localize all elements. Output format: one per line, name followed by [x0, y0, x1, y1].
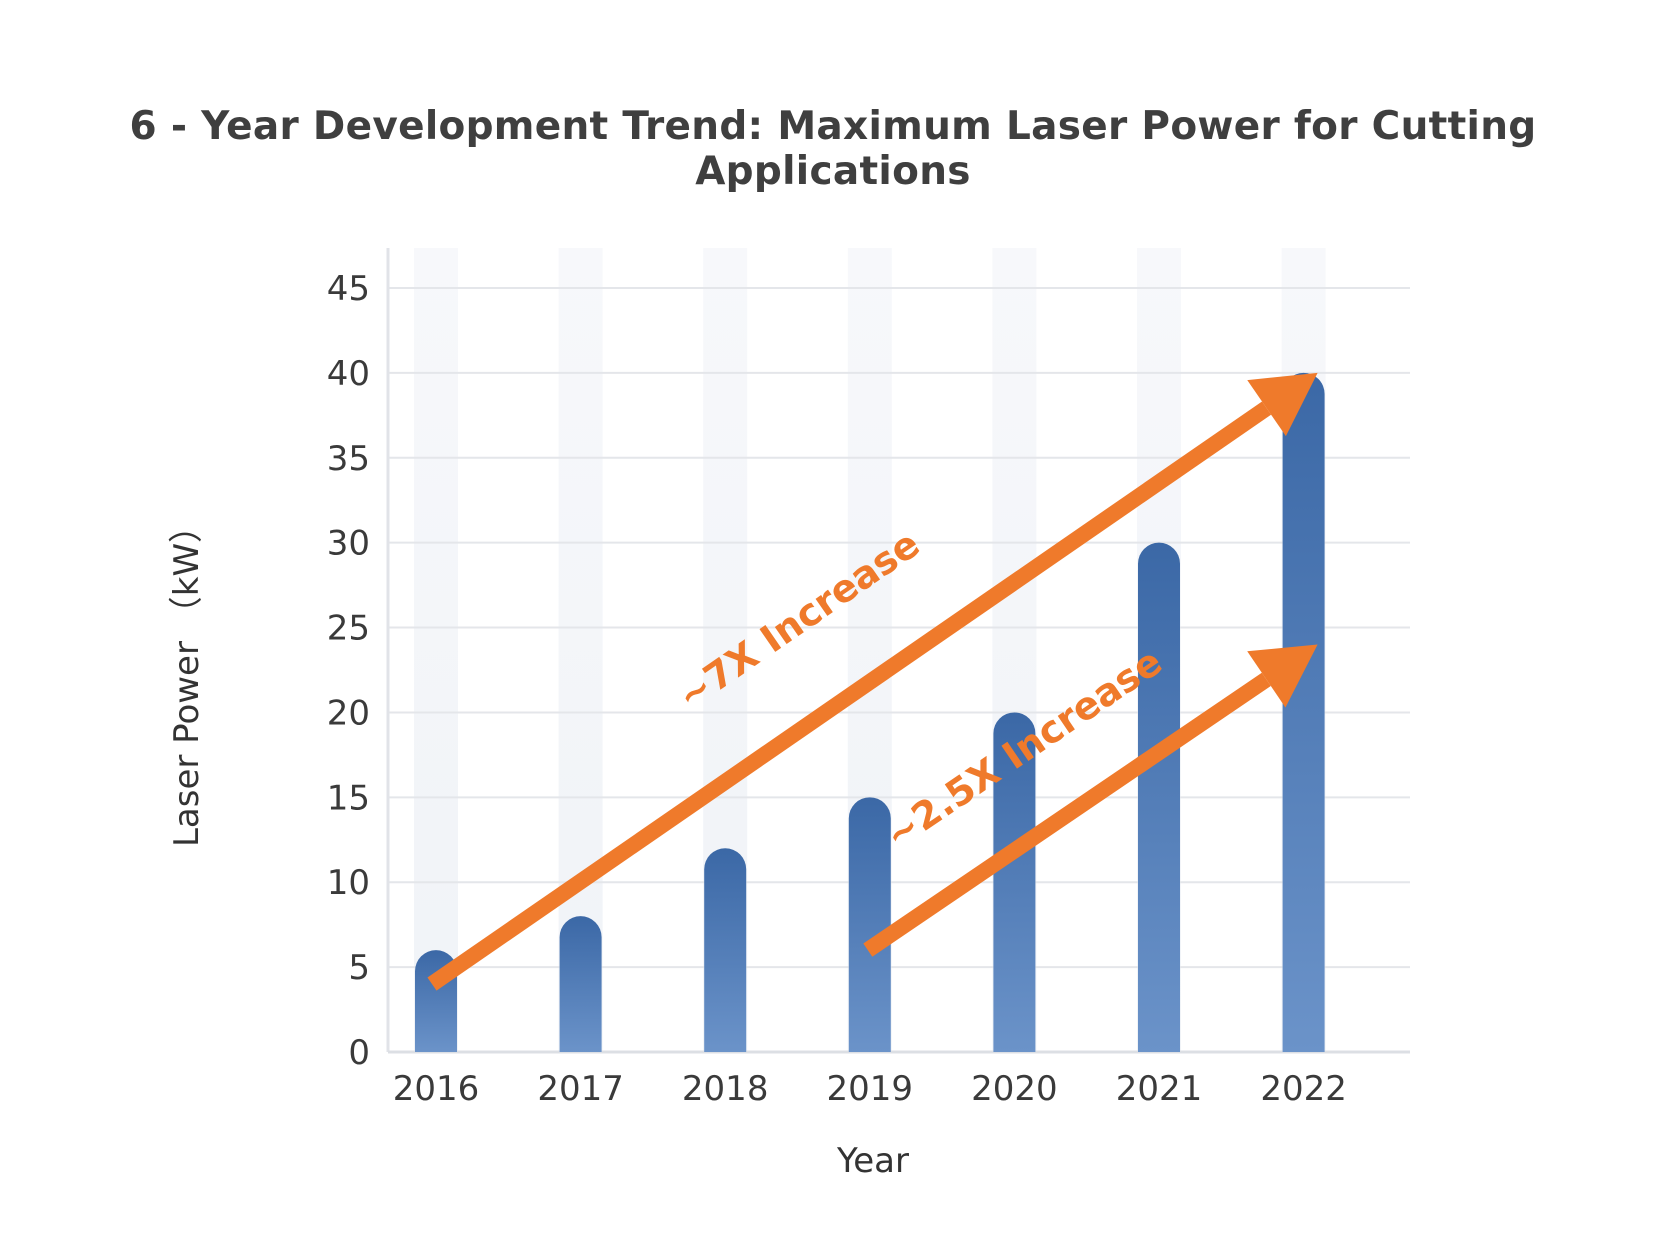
y-tick-label: 5 [348, 948, 370, 988]
y-tick-label: 40 [327, 354, 370, 394]
chart-title: 6 - Year Development Trend: Maximum Lase… [129, 104, 1537, 194]
y-tick-label: 30 [327, 524, 370, 564]
y-axis-title: Laser Power （kW） [167, 509, 207, 847]
y-tick-label: 25 [327, 609, 370, 649]
y-axis-ticks: 0 5 10 15 20 25 30 35 40 45 [327, 269, 370, 1073]
y-tick-label: 10 [327, 863, 370, 903]
arrow-head [1247, 372, 1318, 437]
x-tick-label: 2020 [971, 1069, 1058, 1109]
x-tick-label: 2022 [1260, 1069, 1347, 1109]
y-tick-label: 0 [348, 1033, 370, 1073]
bar-2018 [704, 848, 747, 1052]
y-tick-label: 45 [327, 269, 370, 309]
y-tick-label: 35 [327, 439, 370, 479]
bar-2017 [559, 916, 602, 1052]
bar-2022 [1282, 372, 1325, 1052]
bar-2020 [993, 712, 1036, 1052]
arrow-head [1247, 644, 1318, 708]
arrow-shaft [863, 672, 1271, 957]
y-tick-label: 15 [327, 778, 370, 818]
bar-2019 [848, 797, 891, 1052]
x-tick-label: 2018 [682, 1069, 769, 1109]
bar-2021 [1138, 542, 1180, 1052]
x-tick-label: 2017 [537, 1069, 624, 1109]
y-tick-label: 20 [327, 693, 370, 733]
gridlines [386, 248, 1410, 1054]
column-band [414, 248, 458, 1052]
x-axis-ticks: 2016 2017 2018 2019 2020 2021 2022 [393, 1069, 1347, 1109]
x-axis-title: Year [836, 1141, 909, 1181]
x-tick-label: 2021 [1116, 1069, 1203, 1109]
x-tick-label: 2019 [827, 1069, 914, 1109]
arrow-shaft [427, 401, 1272, 991]
x-tick-label: 2016 [393, 1069, 480, 1109]
